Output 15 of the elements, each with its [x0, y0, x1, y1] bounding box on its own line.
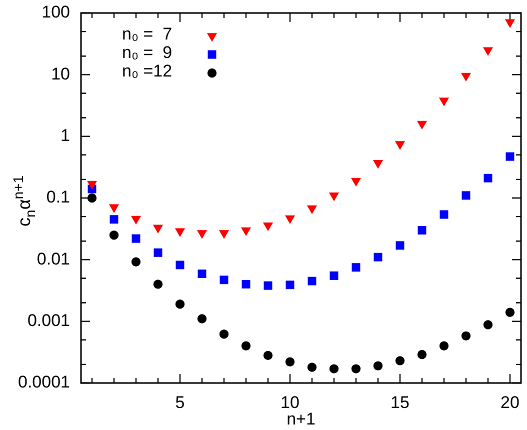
- legend-label: n₀ = 9: [122, 43, 172, 62]
- legend-label: n₀ =12: [122, 62, 172, 81]
- y-tick-label: 100: [42, 2, 70, 22]
- y-tick-label: 0.1: [46, 188, 70, 207]
- x-tick-label: 10: [280, 392, 300, 412]
- y-tick-label: 0.01: [36, 249, 70, 268]
- y-tick-label: 10: [51, 64, 70, 84]
- y-tick-label: 1: [60, 126, 70, 146]
- y-tick-label: 0.0001: [18, 372, 70, 392]
- y-tick-label: 0.001: [27, 311, 70, 330]
- x-tick-label: 15: [390, 392, 410, 412]
- legend-label: n₀ = 7: [122, 24, 172, 44]
- x-tick-label: 5: [175, 392, 185, 412]
- x-tick-label: 20: [500, 392, 520, 412]
- x-axis-title: n+1: [286, 409, 316, 428]
